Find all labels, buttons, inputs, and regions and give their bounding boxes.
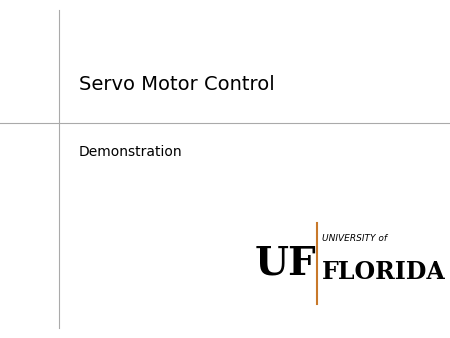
Text: FLORIDA: FLORIDA xyxy=(322,260,446,284)
Text: Demonstration: Demonstration xyxy=(79,145,182,159)
Text: UF: UF xyxy=(254,245,316,283)
Text: UNIVERSITY of: UNIVERSITY of xyxy=(322,234,387,243)
Text: Servo Motor Control: Servo Motor Control xyxy=(79,75,274,94)
